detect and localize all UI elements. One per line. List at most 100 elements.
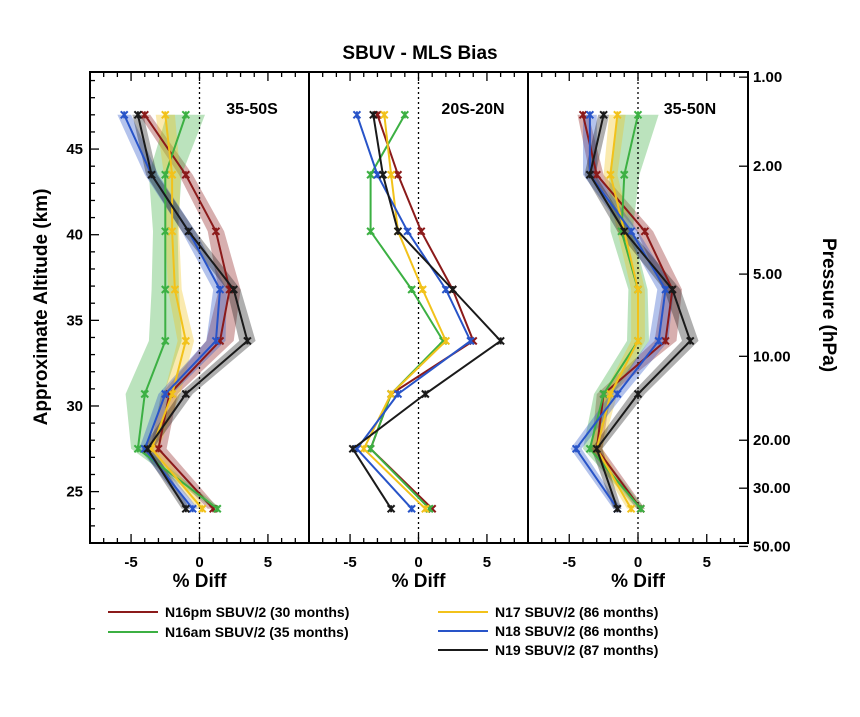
y-tick-label: 45 bbox=[66, 141, 83, 158]
data-point bbox=[366, 227, 375, 236]
data-point bbox=[626, 227, 636, 236]
data-point bbox=[661, 285, 670, 294]
x-tick-label: -5 bbox=[343, 554, 356, 571]
data-point bbox=[378, 170, 388, 179]
data-point bbox=[243, 336, 252, 346]
pressure-tick-label: 50.00 bbox=[753, 538, 791, 555]
y-tick-label: 30 bbox=[66, 398, 83, 415]
data-point bbox=[571, 444, 581, 454]
data-point bbox=[606, 389, 615, 399]
data-point bbox=[161, 227, 170, 236]
data-point bbox=[448, 285, 457, 294]
data-point bbox=[633, 285, 643, 294]
data-point bbox=[161, 336, 170, 346]
pressure-tick-label: 5.00 bbox=[753, 266, 782, 283]
y-axis-label-left: Approximate Altitude (km) bbox=[31, 189, 52, 426]
x-axis-label: % Diff bbox=[611, 571, 666, 592]
x-tick-label: 5 bbox=[483, 554, 491, 571]
data-point bbox=[133, 110, 143, 120]
data-point bbox=[421, 389, 430, 399]
data-point bbox=[599, 110, 608, 120]
pressure-tick-label: 1.00 bbox=[753, 69, 782, 86]
data-point bbox=[620, 227, 629, 236]
data-point bbox=[633, 389, 643, 399]
chart-title: SBUV - MLS Bias bbox=[342, 43, 497, 64]
data-point bbox=[167, 389, 177, 399]
data-point bbox=[352, 110, 362, 120]
data-point bbox=[386, 170, 396, 179]
data-point bbox=[188, 504, 197, 513]
legend-item: N16am SBUV/2 (35 months) bbox=[108, 624, 349, 640]
x-axis-label: % Diff bbox=[392, 571, 447, 592]
panel-35-50N: 35-50N -5 0 5 % Diff bbox=[527, 71, 749, 592]
y-tick-label: 40 bbox=[66, 227, 83, 244]
data-point bbox=[229, 285, 238, 294]
legend-label: N17 SBUV/2 (86 months) bbox=[495, 604, 658, 620]
data-point bbox=[592, 444, 601, 454]
series-line-2 bbox=[136, 114, 218, 510]
legend-label: N16am SBUV/2 (35 months) bbox=[165, 624, 349, 640]
data-point bbox=[668, 285, 677, 294]
region-label: 35-50S bbox=[226, 101, 278, 118]
data-point bbox=[380, 110, 389, 120]
data-point bbox=[654, 336, 663, 346]
data-point bbox=[366, 444, 375, 454]
x-tick-label: -5 bbox=[124, 554, 137, 571]
x-tick-label: 0 bbox=[195, 554, 203, 571]
data-point bbox=[393, 227, 403, 236]
data-point bbox=[366, 170, 375, 179]
data-point bbox=[161, 285, 170, 294]
data-point bbox=[585, 110, 595, 120]
data-point bbox=[359, 444, 368, 454]
data-point bbox=[161, 110, 170, 120]
uncertainty-band-1 bbox=[577, 114, 682, 509]
data-point bbox=[167, 227, 177, 236]
uncertainty-band-2 bbox=[125, 114, 222, 509]
data-point bbox=[393, 389, 403, 399]
x-tick-label: 0 bbox=[414, 554, 422, 571]
data-point bbox=[407, 504, 416, 513]
data-point bbox=[369, 110, 378, 120]
series-line-2 bbox=[369, 114, 445, 510]
legend-label: N18 SBUV/2 (86 months) bbox=[495, 623, 658, 639]
data-point bbox=[407, 285, 416, 294]
data-point bbox=[140, 389, 149, 399]
data-point bbox=[143, 444, 152, 454]
x-tick-label: 5 bbox=[703, 554, 711, 571]
data-point bbox=[633, 110, 643, 120]
data-point bbox=[386, 504, 396, 513]
data-point bbox=[466, 336, 475, 346]
data-point bbox=[140, 110, 149, 120]
data-point bbox=[640, 227, 650, 236]
region-label: 20S-20N bbox=[441, 101, 504, 118]
data-point bbox=[686, 336, 695, 346]
data-point bbox=[613, 504, 622, 513]
x-axis-label: % Diff bbox=[173, 571, 228, 592]
data-point bbox=[441, 336, 451, 346]
data-point bbox=[211, 336, 221, 346]
series-line-1 bbox=[582, 114, 674, 510]
pressure-tick-label: 10.00 bbox=[753, 348, 791, 365]
legend-item: N16pm SBUV/2 (30 months) bbox=[108, 604, 349, 620]
data-point bbox=[626, 504, 636, 513]
data-point bbox=[181, 336, 191, 346]
uncertainty-band-5 bbox=[132, 114, 256, 509]
data-point bbox=[578, 110, 588, 120]
data-point bbox=[170, 285, 180, 294]
data-point bbox=[613, 110, 622, 120]
data-point bbox=[418, 285, 427, 294]
x-tick-label: -5 bbox=[563, 554, 576, 571]
legend: N16pm SBUV/2 (30 months) N16am SBUV/2 (35… bbox=[108, 604, 658, 658]
data-point bbox=[120, 110, 129, 120]
pressure-tick-label: 30.00 bbox=[753, 480, 791, 497]
x-tick-label: 5 bbox=[264, 554, 272, 571]
data-point bbox=[613, 389, 622, 399]
legend-label: N19 SBUV/2 (87 months) bbox=[495, 642, 658, 658]
series-line-5 bbox=[351, 114, 502, 510]
data-point bbox=[213, 504, 222, 513]
series-line-3 bbox=[595, 114, 639, 510]
right-axis: 1.00 2.00 5.00 10.00 20.00 30.00 50.00 bbox=[739, 69, 791, 555]
legend-label: N16pm SBUV/2 (30 months) bbox=[165, 604, 349, 620]
